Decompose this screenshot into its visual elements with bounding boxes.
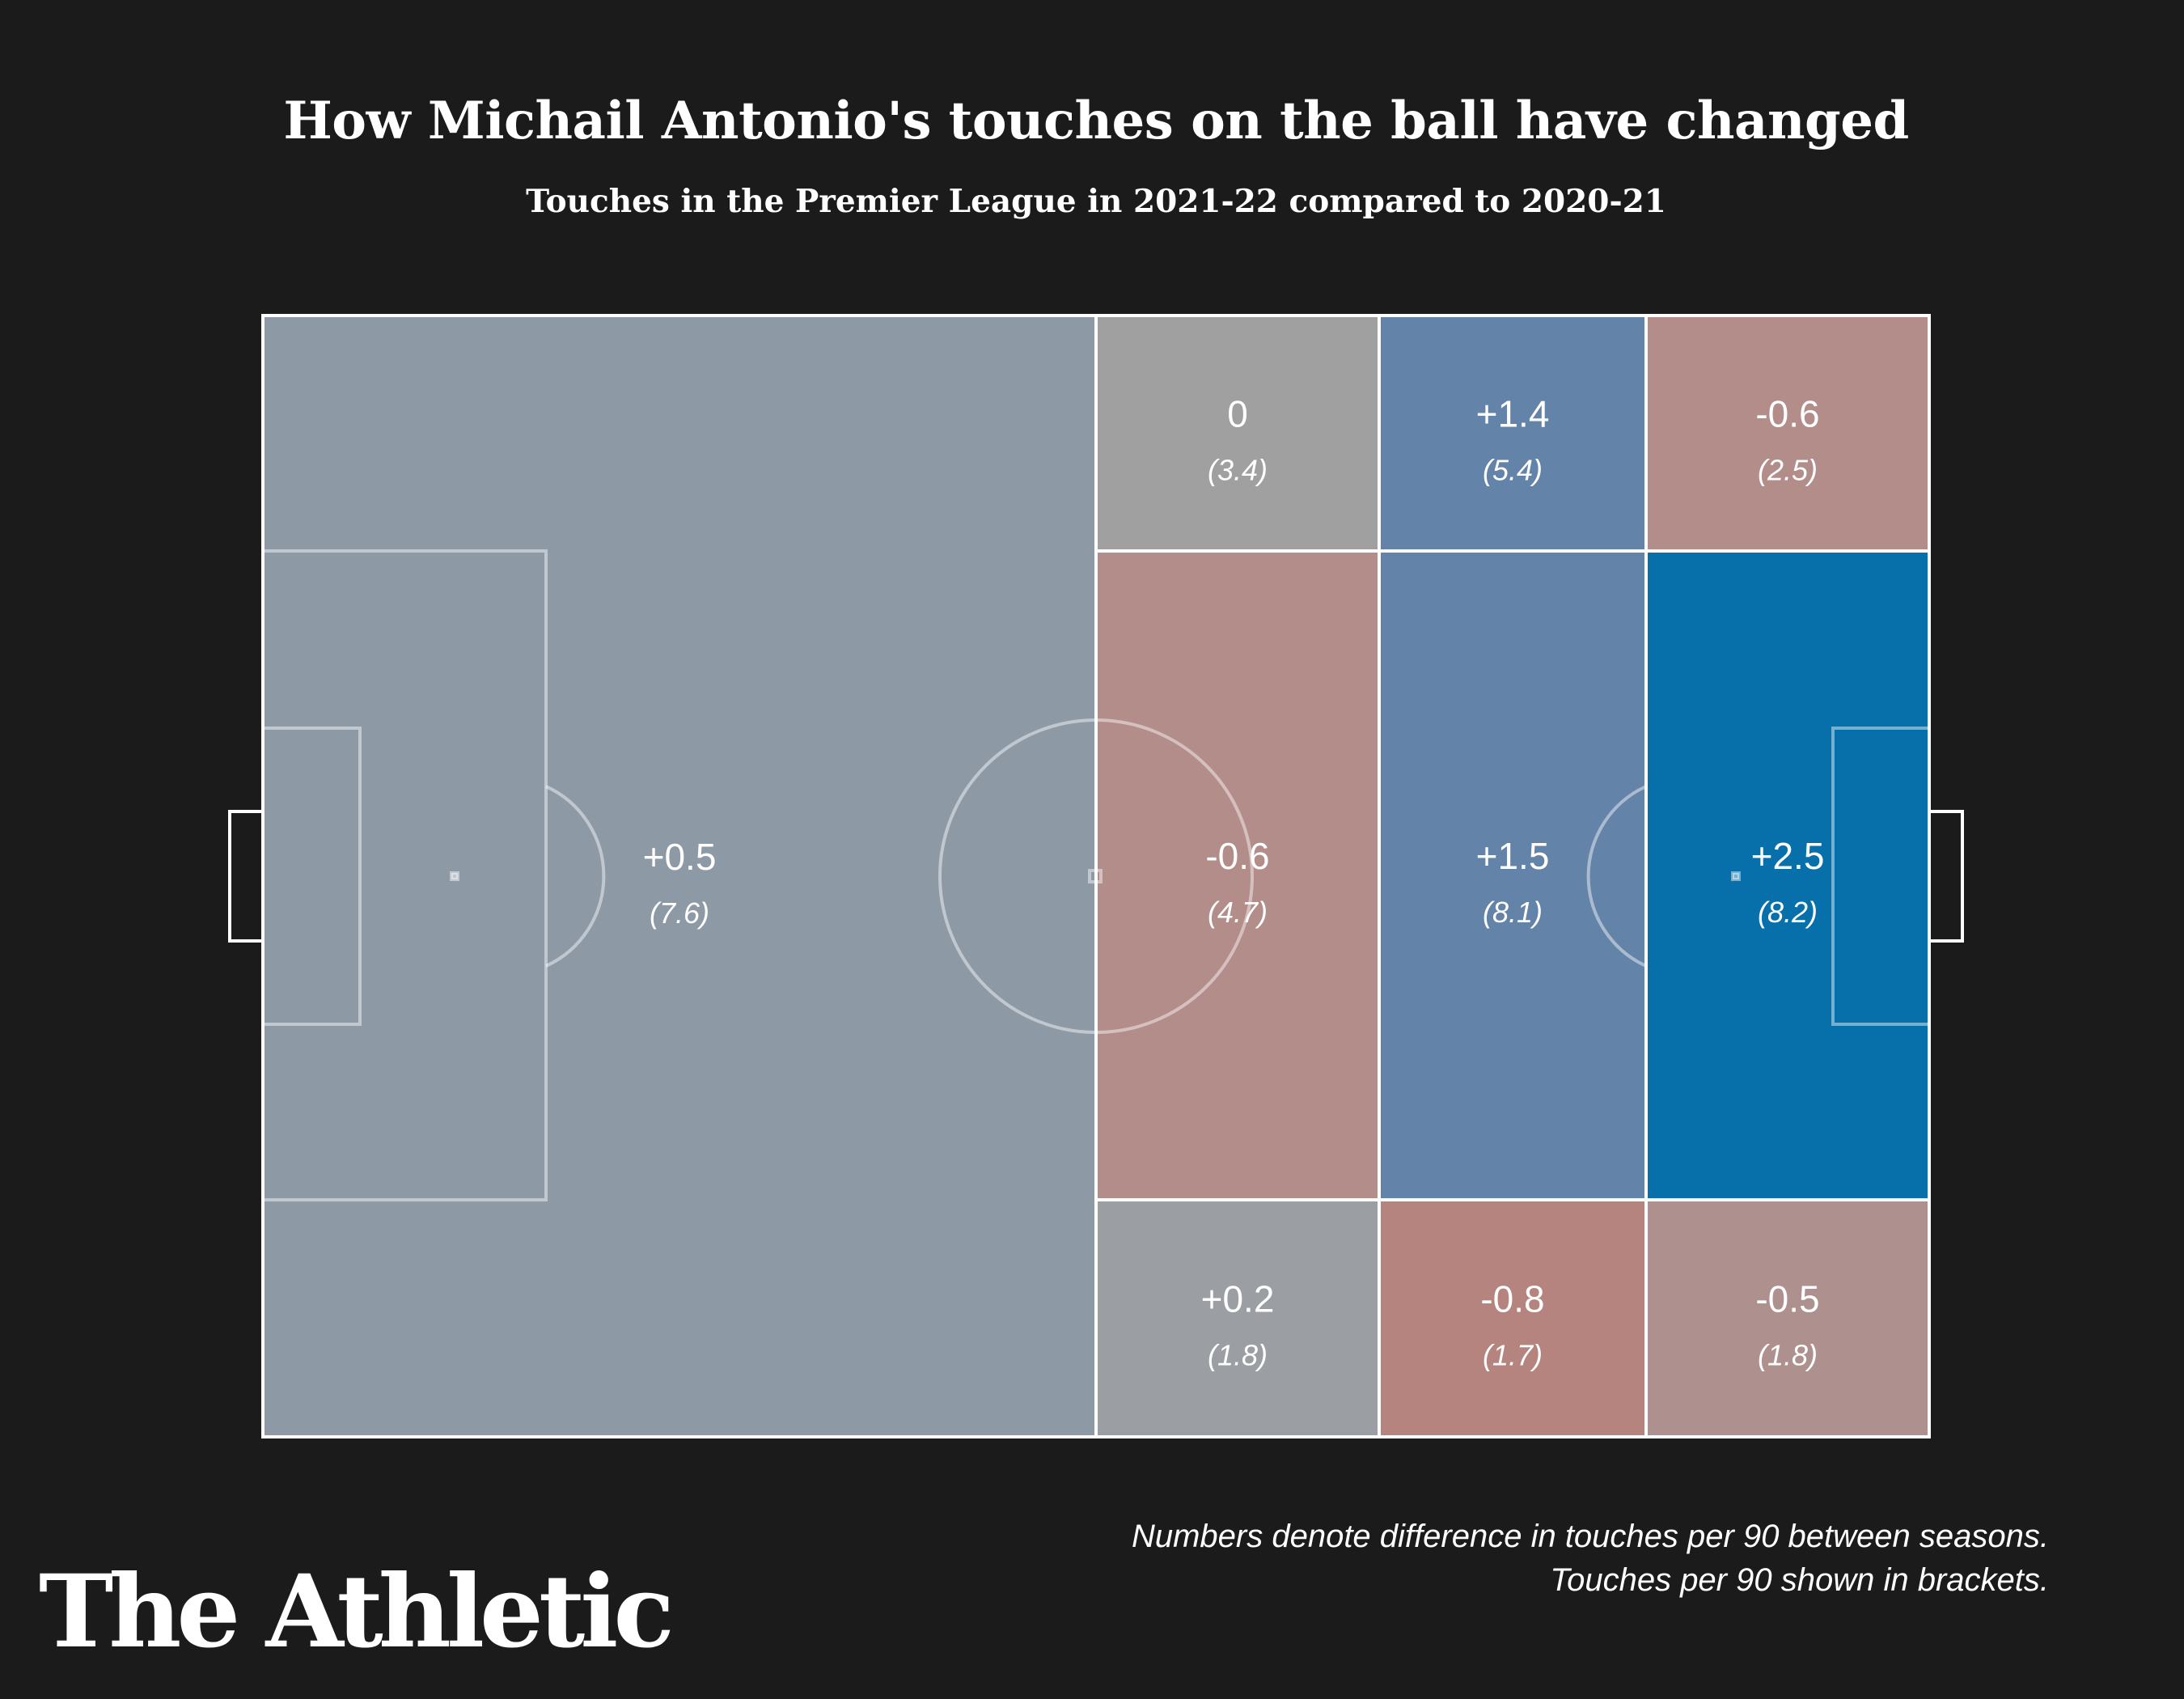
zone-diff-label: +0.5 xyxy=(643,836,717,878)
zone-att-bottom xyxy=(1379,1200,1646,1437)
zone-per90-label: (1.8) xyxy=(1208,1339,1268,1372)
zone-diff-label: 0 xyxy=(1227,393,1248,435)
zone-box-bottom xyxy=(1646,1200,1929,1437)
zone-per90-label: (3.4) xyxy=(1208,454,1268,487)
zone-per90-label: (8.1) xyxy=(1483,896,1543,929)
zone-mid-bottom xyxy=(1096,1200,1379,1437)
zone-diff-label: -0.6 xyxy=(1205,835,1269,877)
right-goal xyxy=(1929,810,1964,943)
zone-diff-label: +1.4 xyxy=(1476,393,1550,435)
left-penalty-arc xyxy=(545,785,606,968)
zone-diff-label: -0.5 xyxy=(1755,1278,1819,1320)
zone-per90-label: (5.4) xyxy=(1483,454,1543,487)
zone-diff-label: -0.8 xyxy=(1480,1278,1544,1320)
zone-own-half xyxy=(263,316,1096,1437)
chart-title: How Michail Antonio's touches on the bal… xyxy=(283,91,1909,151)
zone-per90-label: (7.6) xyxy=(650,896,709,930)
zone-mid-center xyxy=(1096,551,1379,1200)
zone-per90-label: (4.7) xyxy=(1208,896,1268,929)
footnote: Numbers denote difference in touches per… xyxy=(755,1515,2049,1602)
zone-per90-label: (1.7) xyxy=(1483,1339,1543,1372)
zone-diff-label: +1.5 xyxy=(1476,835,1550,877)
zone-box-center xyxy=(1646,551,1929,1200)
zone-att-top xyxy=(1379,316,1646,551)
left-penalty-spot xyxy=(450,871,459,881)
zone-box-top xyxy=(1646,316,1929,551)
right-penalty-spot xyxy=(1731,871,1741,881)
zone-per90-label: (8.2) xyxy=(1758,896,1818,929)
left-goal xyxy=(228,810,263,943)
zone-att-center xyxy=(1379,551,1646,1200)
zone-diff-label: -0.6 xyxy=(1755,393,1819,435)
chart-subtitle: Touches in the Premier League in 2021-22… xyxy=(526,183,1666,220)
zone-per90-label: (2.5) xyxy=(1758,454,1818,487)
zone-diff-label: +0.2 xyxy=(1201,1278,1275,1320)
right-penalty-arc xyxy=(1586,785,1647,968)
zone-per90-label: (1.8) xyxy=(1758,1339,1818,1372)
zone-mid-top xyxy=(1096,316,1379,551)
footnote-line-1: Numbers denote difference in touches per… xyxy=(1131,1519,2049,1554)
zone-diff-label: +2.5 xyxy=(1751,835,1825,877)
brand-logo: The Athletic xyxy=(39,1553,675,1671)
footnote-line-2: Touches per 90 shown in brackets. xyxy=(1550,1562,2049,1598)
